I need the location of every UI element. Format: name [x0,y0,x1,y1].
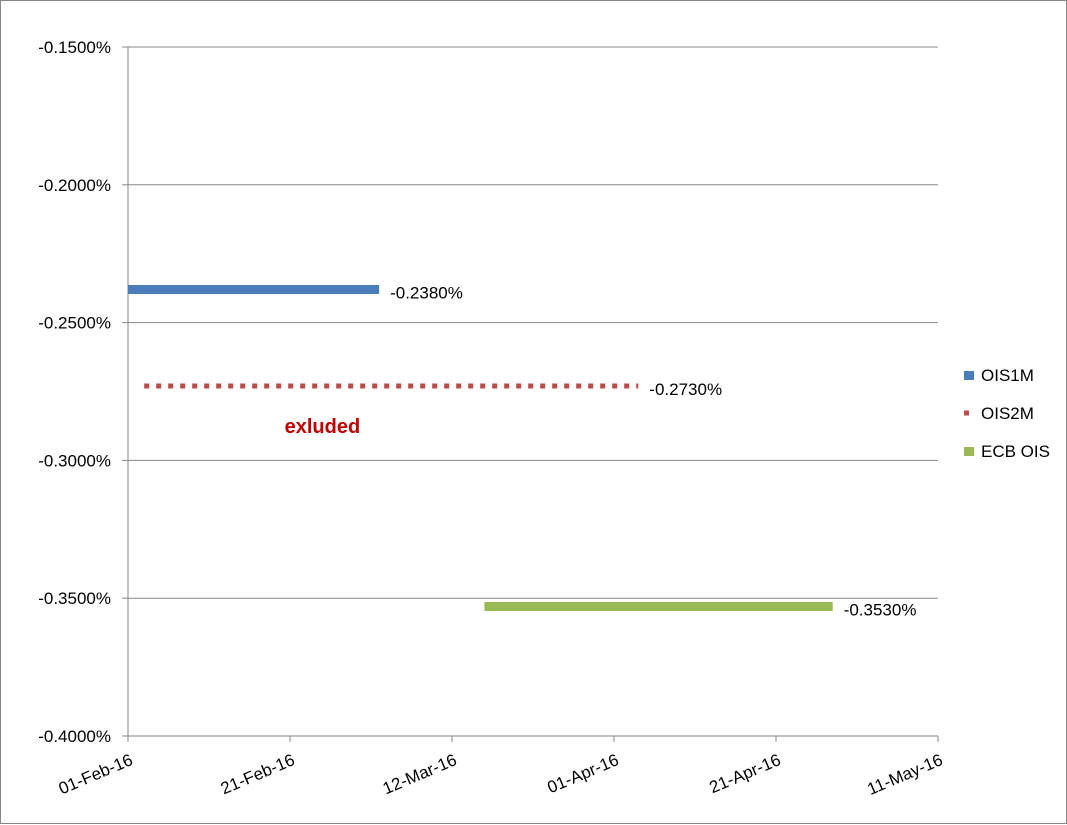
data-labels: -0.2380% -0.2730% -0.3530% [390,284,916,620]
x-tick-label: 12-Mar-16 [380,750,460,798]
data-label: -0.2730% [649,380,722,399]
legend-label: ECB OIS [981,442,1050,461]
x-tick-label: 21-Apr-16 [707,750,784,797]
y-tick-label: -0.4000% [38,727,111,746]
annotation-text: exluded [285,416,361,438]
data-label: -0.3530% [844,600,917,619]
legend: OIS1M OIS2M ECB OIS [964,366,1050,461]
annotations: exluded [285,416,361,438]
y-tick-label: -0.3500% [38,589,111,608]
y-tick-label: -0.3000% [38,451,111,470]
x-tick-label: 11-May-16 [864,750,945,799]
x-tick-labels: 01-Feb-16 21-Feb-16 12-Mar-16 01-Apr-16 21-A… [56,750,946,799]
y-tick-labels: -0.1500% -0.2000% -0.2500% -0.3000% -0.3500%… [38,38,111,746]
legend-label: OIS1M [981,366,1034,385]
x-tick-label: 21-Feb-16 [218,750,298,798]
grid-lines [128,46,938,737]
series-lines [128,285,833,611]
data-label: -0.2380% [390,284,463,303]
legend-label: OIS2M [981,404,1034,423]
x-tick-label: 01-Apr-16 [545,750,622,797]
y-tick-label: -0.2000% [38,176,111,195]
axes [122,46,939,742]
x-tick-label: 01-Feb-16 [56,750,136,798]
y-tick-label: -0.2500% [38,314,111,333]
legend-swatch [964,371,974,380]
y-tick-label: -0.1500% [38,38,111,57]
legend-swatch [964,447,974,456]
